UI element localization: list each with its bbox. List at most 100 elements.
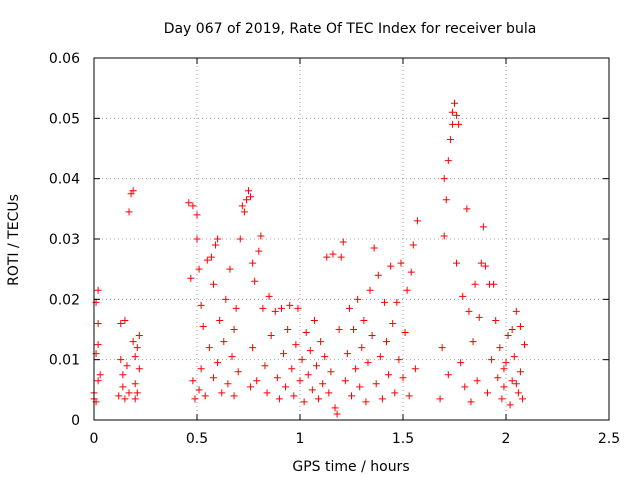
data-point (131, 395, 139, 403)
data-point (343, 350, 351, 358)
data-point (135, 365, 143, 373)
x-tick-label: 1.5 (392, 431, 414, 447)
data-point (413, 217, 421, 225)
data-point (261, 362, 269, 370)
data-point (195, 386, 203, 394)
data-point (500, 383, 508, 391)
data-point (240, 208, 248, 216)
data-point (348, 392, 355, 400)
data-point (457, 359, 465, 367)
plot-frame (93, 57, 610, 421)
data-point (220, 338, 228, 346)
data-point (481, 262, 489, 270)
data-point (335, 326, 343, 333)
data-point (247, 193, 255, 201)
data-point (304, 371, 312, 379)
data-point (94, 377, 102, 385)
data-point (259, 304, 267, 312)
data-point (321, 353, 329, 361)
data-point (459, 292, 467, 300)
data-point (339, 238, 347, 246)
data-point (397, 259, 405, 267)
y-tick-label: 0.04 (49, 172, 80, 188)
data-point (337, 253, 345, 261)
data-point (249, 344, 257, 352)
data-point (510, 353, 518, 361)
data-point (461, 383, 469, 391)
data-point (280, 350, 288, 358)
data-point (201, 392, 209, 400)
data-point (333, 410, 341, 418)
data-point (197, 365, 205, 373)
data-point (199, 322, 207, 330)
data-point (209, 374, 217, 382)
data-point (376, 353, 384, 361)
data-point (226, 265, 234, 273)
data-point (409, 241, 417, 249)
data-point (506, 401, 514, 409)
data-point (251, 277, 259, 285)
data-point (222, 295, 230, 303)
data-point (483, 389, 491, 397)
data-point (492, 316, 500, 324)
data-point (366, 286, 374, 294)
data-point (500, 365, 508, 373)
data-point (245, 187, 252, 195)
data-point (508, 326, 516, 333)
data-point (494, 374, 502, 382)
x-tick-label: 0.5 (186, 431, 208, 447)
x-tick-label: 1 (296, 431, 305, 447)
axis-ticks (93, 57, 610, 421)
data-point (214, 235, 222, 243)
data-point (296, 377, 304, 385)
data-point (125, 389, 133, 397)
data-point (368, 332, 376, 340)
data-point (323, 253, 331, 261)
data-point (327, 368, 335, 376)
data-point (465, 307, 473, 315)
data-point (362, 398, 370, 406)
data-point (315, 395, 323, 403)
data-point (399, 374, 407, 382)
data-point (282, 383, 290, 391)
data-point (275, 395, 283, 403)
data-point (358, 344, 366, 352)
data-point (119, 383, 127, 391)
data-point (257, 232, 265, 240)
data-point (135, 332, 143, 340)
data-point (440, 175, 448, 183)
data-point (308, 386, 316, 394)
data-point (96, 371, 104, 379)
data-point (216, 316, 224, 324)
data-point (117, 319, 125, 327)
data-point (490, 280, 498, 288)
data-point (325, 389, 333, 397)
data-point (455, 120, 463, 128)
data-point (310, 316, 318, 324)
data-point (230, 392, 238, 400)
data-point (319, 380, 327, 388)
data-point (236, 235, 244, 243)
data-point (306, 347, 314, 355)
data-point (234, 368, 242, 376)
data-point (218, 389, 226, 397)
data-point (94, 319, 102, 327)
data-point (302, 329, 310, 337)
data-point (389, 319, 397, 327)
data-point (298, 356, 306, 364)
data-point (292, 341, 300, 349)
data-point (467, 398, 475, 406)
data-point (317, 338, 325, 346)
data-point (405, 392, 413, 400)
data-point (203, 256, 211, 264)
data-point (286, 301, 294, 309)
data-point (502, 359, 510, 367)
data-point (230, 326, 238, 333)
data-point (277, 304, 285, 312)
data-point (370, 244, 378, 252)
data-point (288, 365, 296, 373)
data-point (265, 292, 273, 300)
data-point (224, 380, 232, 388)
y-axis-label: ROTI / TECUs (6, 194, 22, 286)
data-point (356, 383, 364, 391)
